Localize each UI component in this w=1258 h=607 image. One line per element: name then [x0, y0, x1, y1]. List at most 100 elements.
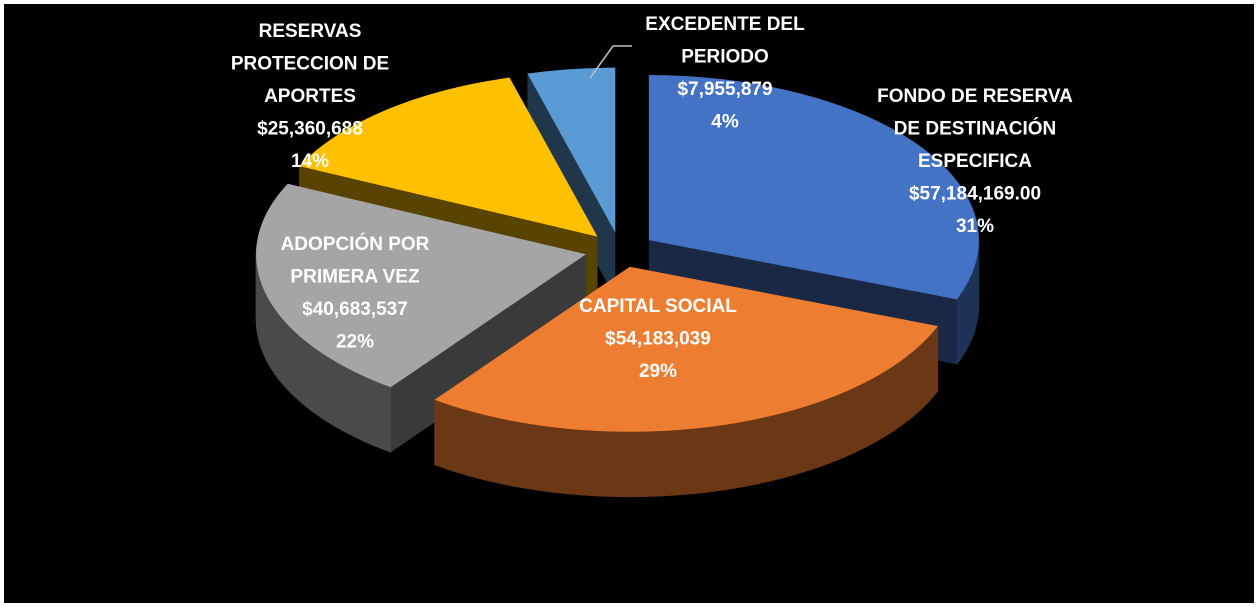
slice-wall [285, 322, 291, 393]
slice-wall [314, 347, 322, 419]
slice-wall [346, 367, 354, 437]
slice-wall [933, 325, 939, 397]
slice-wall [664, 429, 676, 497]
slice-wall [968, 275, 972, 346]
slice-wall [339, 363, 347, 434]
slice-wall [818, 398, 828, 468]
slice-wall [309, 343, 316, 415]
slice-wall [271, 303, 276, 375]
slice-wall [326, 355, 334, 426]
slice-wall [493, 416, 503, 485]
slice-wall [625, 431, 637, 498]
value-label: $57,184,169.00 [909, 184, 1041, 205]
slice-wall [265, 294, 270, 365]
slice-wall [557, 427, 569, 495]
slice-wall [722, 423, 733, 491]
slice-wall [616, 431, 627, 498]
slice-wall [294, 330, 300, 402]
slice [299, 77, 598, 237]
slice-wall [299, 335, 305, 406]
slice-wall [731, 421, 742, 490]
slice [527, 67, 616, 233]
slice-wall [794, 406, 804, 476]
slice-wall [684, 428, 695, 495]
percent-label: 29% [639, 361, 677, 382]
slice-wall [750, 418, 760, 486]
slice-wall [810, 401, 820, 471]
slice-wall [802, 404, 812, 473]
slice-wall [467, 410, 477, 479]
slice-wall [889, 363, 896, 435]
slice-wall [863, 379, 872, 449]
value-label: $7,955,879 [677, 79, 772, 100]
slice-wall [674, 429, 685, 496]
slice-wall [281, 317, 287, 389]
slice-wall [911, 347, 918, 419]
category-label: PRIMERA VEZ [290, 267, 420, 288]
slice-wall [577, 429, 588, 496]
slice-wall [963, 284, 967, 357]
percent-label: 4% [711, 112, 739, 133]
category-label: FONDO DE RESERVA [877, 86, 1073, 107]
slice-wall [263, 289, 267, 360]
slice-wall [768, 414, 778, 482]
slice-wall [274, 308, 279, 380]
slice-wall [870, 375, 878, 446]
slice-wall [360, 374, 368, 444]
slice-wall [511, 420, 522, 488]
category-label: CAPITAL SOCIAL [579, 296, 737, 317]
slice-wall [367, 377, 376, 447]
slice-wall [434, 399, 443, 469]
slice-wall [586, 430, 598, 497]
slice-wall [693, 427, 705, 494]
slice-wall [289, 326, 295, 398]
slice-wall [520, 422, 531, 490]
slice-wall [901, 355, 908, 427]
slice-wall [712, 424, 723, 492]
slice-wall [921, 338, 927, 410]
slices [255, 67, 980, 498]
slice-wall [925, 334, 931, 406]
category-label: ESPECIFICA [918, 151, 1032, 172]
slice-wall [304, 339, 310, 411]
slice-wall [502, 418, 512, 487]
leader-line [589, 45, 632, 79]
value-label: $40,683,537 [302, 299, 408, 320]
slice-wall [785, 409, 795, 478]
slice-wall [842, 389, 851, 459]
slice-wall [849, 386, 858, 456]
slice-wall [567, 428, 578, 496]
slice-wall [645, 430, 656, 497]
slice-wall [606, 431, 617, 497]
percent-label: 14% [291, 151, 329, 172]
category-label: EXCEDENTE DEL [645, 14, 805, 35]
slice-wall [956, 293, 961, 366]
slice-wall [906, 351, 913, 423]
slice-wall [655, 430, 666, 497]
slice-wall [548, 426, 559, 494]
slice-wall [856, 382, 865, 452]
slice-wall [883, 367, 891, 438]
slice-wall [475, 412, 485, 481]
slice [648, 75, 979, 300]
percent-label: 22% [336, 332, 374, 353]
slice-wall [826, 395, 836, 465]
slice-wall [929, 329, 935, 401]
slice-wall [458, 407, 468, 476]
slice-wall [703, 426, 714, 493]
category-label: PROTECCION DE [231, 54, 389, 75]
slice-wall [740, 420, 751, 488]
slice [256, 183, 587, 388]
category-label: PERIODO [681, 47, 769, 68]
slice [434, 266, 938, 432]
percent-label: 31% [956, 216, 994, 237]
value-label: $25,360,688 [257, 119, 363, 140]
slice-wall [959, 289, 964, 361]
slice-wall [529, 423, 540, 491]
slice-wall [277, 312, 283, 385]
category-label: DE DESTINACIÓN [894, 118, 1057, 140]
category-label: RESERVAS [259, 21, 362, 42]
slice-wall [320, 351, 328, 423]
slice-wall [539, 425, 550, 493]
